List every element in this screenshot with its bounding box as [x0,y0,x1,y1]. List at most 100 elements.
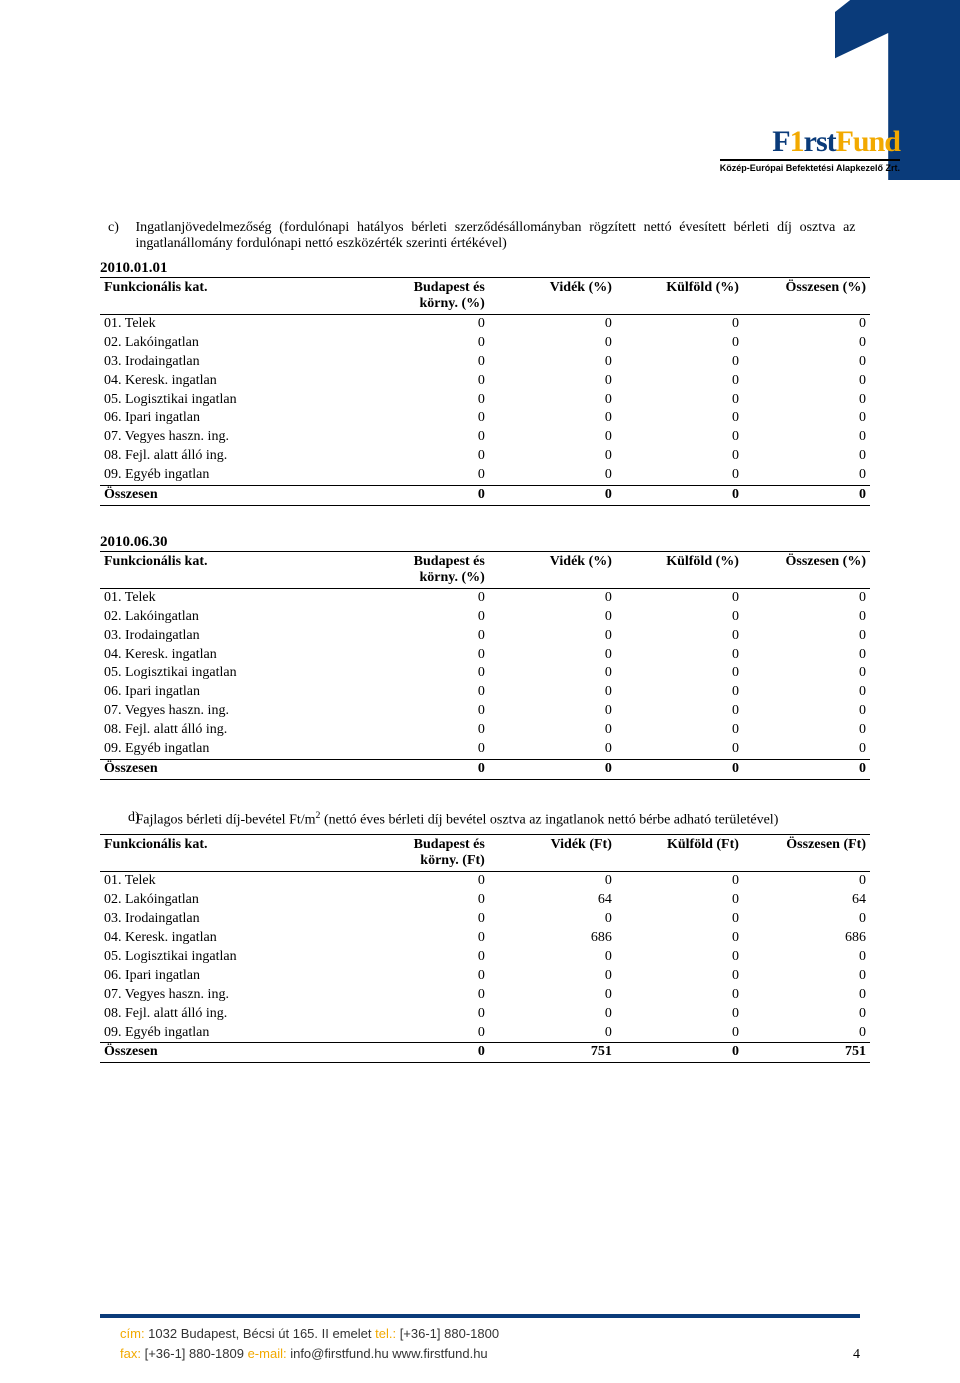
cell-kulfold: 0 [616,391,743,410]
total-kulfold: 0 [616,486,743,506]
cell-videk: 0 [489,372,616,391]
table-row: 03. Irodaingatlan0000 [100,353,870,372]
col-videk: Vidék (%) [489,278,616,315]
col-osszesen: Összesen (%) [743,551,870,588]
cell-videk: 0 [489,721,616,740]
cell-videk: 0 [489,967,616,986]
row-category: 06. Ipari ingatlan [100,683,362,702]
cell-budapest: 0 [362,588,489,607]
table-row: 06. Ipari ingatlan0000 [100,409,870,428]
footer: cím: 1032 Budapest, Bécsi út 165. II eme… [0,1314,960,1363]
table-row: 02. Lakóingatlan064064 [100,891,870,910]
table-row: 06. Ipari ingatlan0000 [100,967,870,986]
table-2: Funkcionális kat. Budapest és körny. (%)… [100,551,870,780]
footer-tel-val: [+36-1] 880-1800 [396,1326,499,1341]
logo-fund: Fund [836,125,900,158]
cell-osszesen: 0 [743,428,870,447]
cell-osszesen: 0 [743,910,870,929]
total-budapest: 0 [362,1043,489,1063]
cell-budapest: 0 [362,646,489,665]
row-category: 03. Irodaingatlan [100,910,362,929]
cell-kulfold: 0 [616,646,743,665]
cell-videk: 0 [489,409,616,428]
table-row: 01. Telek0000 [100,315,870,334]
col-budapest: Budapest és körny. (%) [362,551,489,588]
cell-kulfold: 0 [616,353,743,372]
table-header-row: Funkcionális kat. Budapest és körny. (%)… [100,551,870,588]
table-row: 02. Lakóingatlan0000 [100,608,870,627]
col-budapest: Budapest és körny. (%) [362,278,489,315]
table-row: 02. Lakóingatlan0000 [100,334,870,353]
logo-one: 1 [790,125,804,158]
table-row: 03. Irodaingatlan0000 [100,627,870,646]
cell-videk: 0 [489,910,616,929]
table-row: 07. Vegyes haszn. ing.0000 [100,702,870,721]
cell-osszesen: 0 [743,967,870,986]
row-category: 06. Ipari ingatlan [100,967,362,986]
cell-videk: 0 [489,646,616,665]
table-row: 06. Ipari ingatlan0000 [100,683,870,702]
section-d-letter: d) [100,810,132,826]
cell-budapest: 0 [362,967,489,986]
total-label: Összesen [100,759,362,779]
col-kulfold: Külföld (%) [616,551,743,588]
table-row: 07. Vegyes haszn. ing.0000 [100,428,870,447]
footer-text: cím: 1032 Budapest, Bécsi út 165. II eme… [120,1324,960,1363]
cell-budapest: 0 [362,391,489,410]
cell-videk: 0 [489,872,616,891]
cell-kulfold: 0 [616,409,743,428]
cell-budapest: 0 [362,372,489,391]
cell-budapest: 0 [362,929,489,948]
cell-kulfold: 0 [616,702,743,721]
table-row: 09. Egyéb ingatlan0000 [100,1024,870,1043]
cell-budapest: 0 [362,428,489,447]
cell-kulfold: 0 [616,721,743,740]
table-header-row: Funkcionális kat. Budapest és körny. (Ft… [100,835,870,872]
footer-fax-key: fax: [120,1346,141,1361]
cell-kulfold: 0 [616,372,743,391]
row-category: 02. Lakóingatlan [100,891,362,910]
row-category: 01. Telek [100,315,362,334]
row-category: 04. Keresk. ingatlan [100,646,362,665]
table-row: 05. Logisztikai ingatlan0000 [100,948,870,967]
cell-kulfold: 0 [616,627,743,646]
cell-videk: 64 [489,891,616,910]
row-category: 03. Irodaingatlan [100,353,362,372]
cell-videk: 0 [489,315,616,334]
cell-budapest: 0 [362,664,489,683]
cell-kulfold: 0 [616,683,743,702]
cell-kulfold: 0 [616,929,743,948]
section-d: d) Fajlagos bérleti díj-bevétel Ft/m2 (n… [100,810,870,829]
row-category: 06. Ipari ingatlan [100,409,362,428]
table-row: 05. Logisztikai ingatlan0000 [100,664,870,683]
table-row: 08. Fejl. alatt álló ing.0000 [100,1005,870,1024]
footer-cim-key: cím: [120,1326,145,1341]
table-row: 09. Egyéb ingatlan0000 [100,740,870,759]
footer-tel-key: tel.: [375,1326,396,1341]
cell-kulfold: 0 [616,891,743,910]
total-budapest: 0 [362,759,489,779]
cell-osszesen: 686 [743,929,870,948]
cell-videk: 0 [489,428,616,447]
row-category: 01. Telek [100,588,362,607]
cell-budapest: 0 [362,721,489,740]
cell-videk: 0 [489,608,616,627]
cell-osszesen: 0 [743,683,870,702]
cell-osszesen: 0 [743,1024,870,1043]
cell-kulfold: 0 [616,315,743,334]
table-total-row: Összesen0000 [100,486,870,506]
cell-osszesen: 0 [743,948,870,967]
cell-osszesen: 0 [743,447,870,466]
cell-budapest: 0 [362,334,489,353]
total-label: Összesen [100,1043,362,1063]
cell-osszesen: 0 [743,466,870,485]
table-row: 03. Irodaingatlan0000 [100,910,870,929]
cell-osszesen: 0 [743,872,870,891]
cell-videk: 0 [489,986,616,1005]
col-cat: Funkcionális kat. [100,551,362,588]
footer-cim-val: 1032 Budapest, Bécsi út 165. II emelet [145,1326,376,1341]
footer-fax-val: [+36-1] 880-1809 [141,1346,248,1361]
row-category: 05. Logisztikai ingatlan [100,664,362,683]
cell-kulfold: 0 [616,588,743,607]
cell-videk: 0 [489,391,616,410]
